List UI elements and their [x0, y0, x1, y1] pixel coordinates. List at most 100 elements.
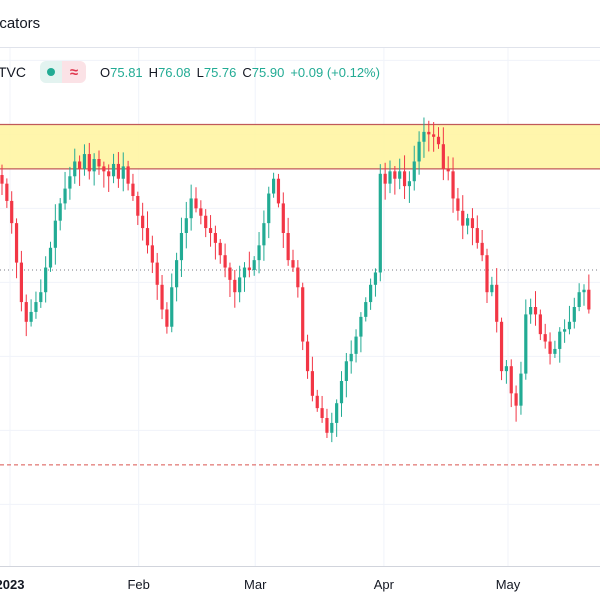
- candle-body: [514, 393, 518, 406]
- candle-body: [466, 218, 470, 226]
- candle-body: [10, 200, 14, 224]
- candle-body: [267, 193, 271, 224]
- candle-body: [39, 292, 43, 303]
- candle-body: [461, 210, 465, 226]
- candle-body: [126, 166, 130, 184]
- candle-body: [73, 161, 77, 177]
- candle-body: [432, 134, 436, 137]
- candle-body: [121, 166, 125, 179]
- ohlc-values: O75.81 H76.08 L75.76 C75.90 +0.09 (+0.12…: [100, 65, 380, 80]
- candle-body: [194, 198, 198, 209]
- candle-body: [446, 168, 450, 172]
- candle-body: [102, 166, 106, 172]
- candle-body: [373, 272, 378, 285]
- candle-body: [325, 418, 329, 433]
- close-value: 75.90: [251, 64, 285, 80]
- candle-body: [199, 208, 203, 216]
- candle-body: [369, 284, 373, 303]
- candle-body: [490, 284, 494, 293]
- candle-body: [470, 218, 475, 229]
- x-tick-label: 2023: [0, 577, 25, 592]
- candle-body: [485, 255, 489, 293]
- candle-body: [427, 131, 431, 135]
- open-value: 75.81: [110, 64, 143, 80]
- candle-body: [310, 371, 314, 396]
- candle-body: [272, 178, 276, 194]
- candle-body: [92, 159, 96, 172]
- candle-body: [296, 267, 300, 288]
- candle-body: [242, 267, 247, 278]
- candle-body: [24, 302, 28, 322]
- symbol-name[interactable]: TVC: [0, 64, 26, 80]
- candle-body: [577, 292, 581, 307]
- candle-body: [509, 366, 513, 394]
- candle-body: [262, 223, 266, 246]
- candle-body: [170, 287, 174, 327]
- time-axis[interactable]: 2023 Feb Mar Apr May: [0, 566, 600, 600]
- candle-body: [189, 198, 193, 219]
- candle-body: [558, 331, 562, 349]
- close-key: C: [242, 64, 252, 80]
- candle-body: [78, 161, 82, 169]
- candle-body: [548, 341, 552, 354]
- candle-body: [393, 171, 397, 179]
- candle-body: [257, 245, 261, 261]
- candle-body: [495, 284, 499, 322]
- candle-body: [320, 408, 324, 418]
- candle-body: [223, 255, 227, 268]
- candle-body: [339, 381, 344, 404]
- candle-body: [131, 183, 135, 196]
- candle-body: [116, 163, 120, 179]
- candle-body: [63, 188, 67, 204]
- candle-body: [383, 173, 387, 184]
- candle-body: [160, 284, 164, 310]
- candle-body: [417, 141, 421, 162]
- candle-body: [48, 247, 53, 268]
- candle-body: [441, 144, 445, 169]
- candle-body: [97, 159, 101, 167]
- candle-body: [82, 154, 87, 169]
- candle-body: [398, 171, 402, 179]
- top-toolbar: icators: [0, 0, 600, 48]
- candle-body: [587, 289, 591, 310]
- candle-body: [315, 395, 319, 409]
- candle-body: [436, 136, 441, 145]
- candle-body: [145, 228, 150, 246]
- candle-body: [14, 223, 19, 263]
- candle-body: [281, 203, 285, 233]
- candle-body: [524, 314, 528, 374]
- candle-body: [582, 289, 586, 293]
- market-status-icon: [40, 61, 62, 83]
- candle-body: [204, 215, 208, 229]
- candle-body: [344, 361, 348, 381]
- candle-body: [364, 302, 368, 317]
- x-tick-label: Feb: [127, 577, 150, 592]
- indicators-button[interactable]: icators: [0, 15, 41, 32]
- candle-body: [388, 171, 392, 184]
- candle-body: [349, 353, 353, 362]
- candle-body: [213, 233, 217, 243]
- candle-body: [378, 173, 382, 273]
- status-pill[interactable]: ≈: [40, 61, 86, 83]
- candle-body: [34, 302, 38, 312]
- data-delay-icon: ≈: [62, 61, 86, 83]
- candle-body: [412, 161, 416, 182]
- candle-body: [247, 267, 251, 270]
- candle-body: [475, 228, 479, 243]
- candle-body: [136, 196, 140, 216]
- low-key: L: [196, 64, 204, 80]
- candle-body: [543, 334, 547, 342]
- candle-body: [44, 267, 48, 293]
- high-key: H: [148, 64, 159, 80]
- candle-body: [563, 329, 567, 332]
- candle-body: [150, 245, 154, 263]
- open-key: O: [100, 64, 111, 80]
- candle-body: [504, 366, 508, 372]
- candle-body: [276, 178, 281, 204]
- change-value: +0.09 (+0.12%): [290, 64, 380, 80]
- candle-body: [175, 260, 179, 288]
- candle-body: [451, 171, 455, 199]
- candle-body: [29, 311, 33, 322]
